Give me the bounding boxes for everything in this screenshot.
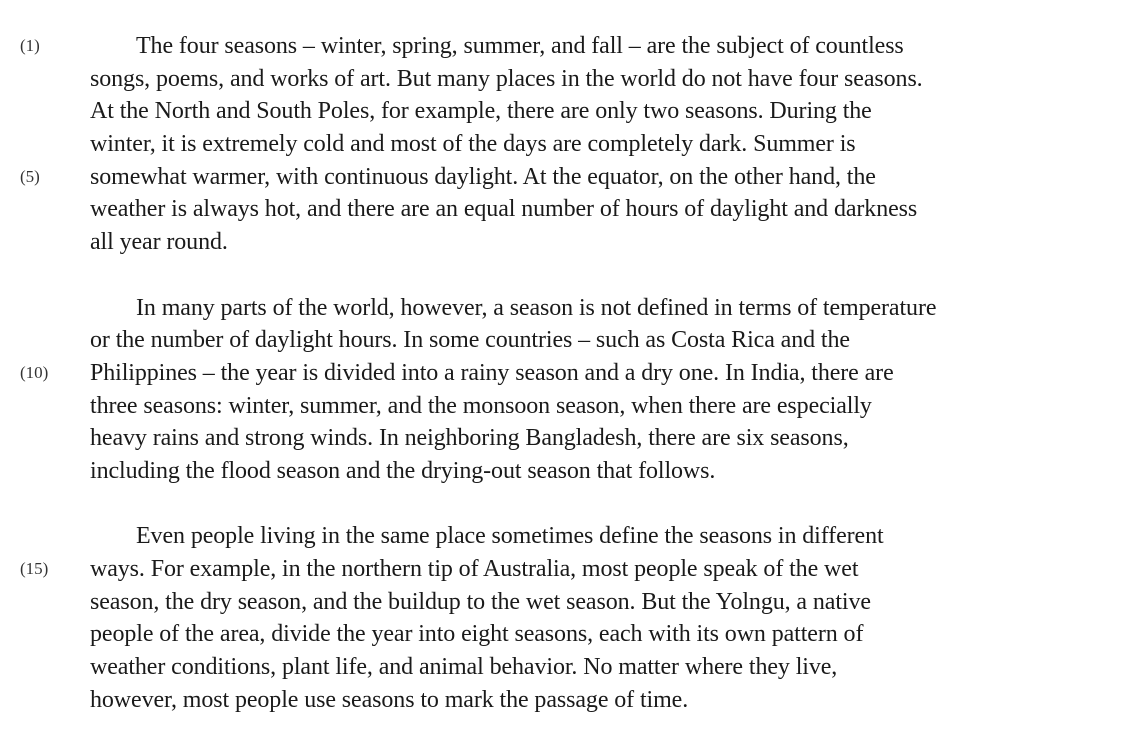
line-number: (5) bbox=[20, 166, 40, 186]
passage-line: including the flood season and the dryin… bbox=[0, 455, 1140, 488]
line-text: The four seasons – winter, spring, summe… bbox=[136, 33, 904, 59]
line-text: season, the dry season, and the buildup … bbox=[90, 588, 871, 615]
line-text: Philippines – the year is divided into a… bbox=[90, 359, 894, 386]
passage-line: In many parts of the world, however, a s… bbox=[0, 292, 1140, 325]
line-text: In many parts of the world, however, a s… bbox=[136, 294, 937, 321]
passage-line: people of the area, divide the year into… bbox=[0, 618, 1140, 651]
paragraph-spacer bbox=[0, 259, 1140, 292]
passage-line: At the North and South Poles, for exampl… bbox=[0, 95, 1140, 128]
passage-line: weather conditions, plant life, and anim… bbox=[0, 651, 1140, 684]
passage-line: all year round. bbox=[0, 226, 1140, 259]
line-text: Even people living in the same place som… bbox=[136, 523, 884, 550]
line-text: somewhat warmer, with continuous dayligh… bbox=[90, 163, 876, 190]
passage-line: three seasons: winter, summer, and the m… bbox=[0, 390, 1140, 423]
paragraph-2: In many parts of the world, however, a s… bbox=[0, 292, 1140, 488]
line-text: or the number of daylight hours. In some… bbox=[90, 327, 850, 354]
passage-line: Even people living in the same place som… bbox=[0, 520, 1140, 553]
line-text: all year round. bbox=[90, 229, 228, 256]
line-text: heavy rains and strong winds. In neighbo… bbox=[90, 425, 849, 452]
line-number: (15) bbox=[20, 559, 49, 578]
passage-line: winter, it is extremely cold and most of… bbox=[0, 128, 1140, 161]
line-text: weather is always hot, and there are an … bbox=[90, 196, 918, 223]
line-text: weather conditions, plant life, and anim… bbox=[90, 654, 838, 681]
line-text: however, most people use seasons to mark… bbox=[90, 686, 689, 713]
line-text: At the North and South Poles, for exampl… bbox=[90, 98, 872, 125]
paragraph-spacer bbox=[0, 488, 1140, 521]
passage-line: (1) The four seasons – winter, spring, s… bbox=[0, 30, 1140, 63]
line-number: (1) bbox=[20, 36, 40, 55]
line-text: three seasons: winter, summer, and the m… bbox=[90, 392, 872, 419]
paragraph-1: (1) The four seasons – winter, spring, s… bbox=[0, 30, 1140, 259]
line-text: ways. For example, in the northern tip o… bbox=[90, 556, 859, 582]
line-number: (10) bbox=[20, 362, 49, 382]
passage-line: songs, poems, and works of art. But many… bbox=[0, 63, 1140, 96]
paragraph-3: Even people living in the same place som… bbox=[0, 520, 1140, 716]
passage-line: (10) Philippines – the year is divided i… bbox=[0, 357, 1140, 390]
passage-line: season, the dry season, and the buildup … bbox=[0, 586, 1140, 619]
passage-line: however, most people use seasons to mark… bbox=[0, 684, 1140, 717]
line-text: people of the area, divide the year into… bbox=[90, 621, 864, 648]
passage-line: (5) somewhat warmer, with continuous day… bbox=[0, 161, 1140, 194]
line-text: winter, it is extremely cold and most of… bbox=[90, 131, 856, 158]
passage-line: heavy rains and strong winds. In neighbo… bbox=[0, 422, 1140, 455]
reading-passage: (1) The four seasons – winter, spring, s… bbox=[0, 30, 1140, 716]
line-text: including the flood season and the dryin… bbox=[90, 457, 716, 484]
line-text: songs, poems, and works of art. But many… bbox=[90, 65, 923, 92]
passage-line: weather is always hot, and there are an … bbox=[0, 193, 1140, 226]
passage-line: or the number of daylight hours. In some… bbox=[0, 324, 1140, 357]
passage-line: (15) ways. For example, in the northern … bbox=[0, 553, 1140, 586]
